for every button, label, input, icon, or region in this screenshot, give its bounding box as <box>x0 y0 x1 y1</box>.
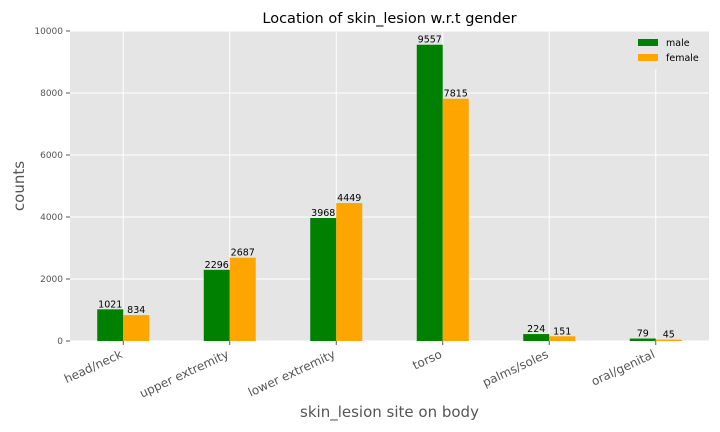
bar-value-label: 4449 <box>337 193 361 204</box>
bar-value-label: 7815 <box>444 89 468 100</box>
bar-value-label: 79 <box>637 329 649 340</box>
bar-male-3 <box>416 44 443 341</box>
bar-value-label: 1021 <box>98 299 122 310</box>
bar-labels: 1021 2296 3968 9557 224 79 834 2687 4449 7815 151 4… <box>98 35 675 341</box>
bar-female-2 <box>336 203 363 341</box>
bar-male-5 <box>629 338 656 341</box>
bar-value-label: 3968 <box>311 208 335 219</box>
bar-value-label: 224 <box>527 324 545 335</box>
gridlines <box>70 30 709 342</box>
bar-male-1 <box>203 269 230 341</box>
y-tick-label: 8000 <box>40 89 63 99</box>
y-axis-label: counts <box>10 161 28 211</box>
legend-label-male: male <box>666 38 690 49</box>
bar-female-4 <box>549 336 576 341</box>
bar-female-0 <box>123 315 150 341</box>
x-ticks: head/neck upper extremity lower extremity t… <box>62 341 657 401</box>
x-tick-label: upper extremity <box>137 347 231 401</box>
x-axis-label: skin_lesion site on body <box>300 403 479 422</box>
x-tick-label: torso <box>410 347 444 373</box>
legend: male female <box>630 33 705 69</box>
y-ticks: 0 2000 4000 6000 8000 10000 <box>34 27 70 347</box>
x-tick-label: palms/soles <box>480 347 550 390</box>
x-tick-label: head/neck <box>62 347 125 386</box>
y-tick-label: 6000 <box>40 151 63 161</box>
legend-swatch-female <box>638 54 658 61</box>
bar-female-1 <box>229 257 256 341</box>
bar-value-label: 2296 <box>205 260 229 271</box>
bar-female-5 <box>655 339 682 341</box>
bar-value-label: 2687 <box>231 248 255 259</box>
bar-value-label: 9557 <box>418 35 442 46</box>
bar-male-4 <box>523 334 550 341</box>
y-tick-label: 2000 <box>40 275 63 285</box>
y-tick-label: 10000 <box>34 27 63 37</box>
bar-male-2 <box>310 217 337 341</box>
y-tick-label: 4000 <box>40 213 63 223</box>
chart-title: Location of skin_lesion w.r.t gender <box>262 11 516 27</box>
bar-value-label: 834 <box>127 305 145 316</box>
y-tick-label: 0 <box>57 337 63 347</box>
legend-swatch-male <box>638 39 658 46</box>
bar-female-3 <box>442 98 469 341</box>
bar-value-label: 45 <box>663 330 675 341</box>
bar-value-label: 151 <box>553 326 571 337</box>
bars <box>97 44 682 341</box>
x-tick-label: lower extremity <box>246 347 338 400</box>
plot-area <box>70 31 709 341</box>
x-tick-label: oral/genital <box>589 347 657 389</box>
legend-label-female: female <box>666 53 699 64</box>
bar-male-0 <box>97 309 124 341</box>
